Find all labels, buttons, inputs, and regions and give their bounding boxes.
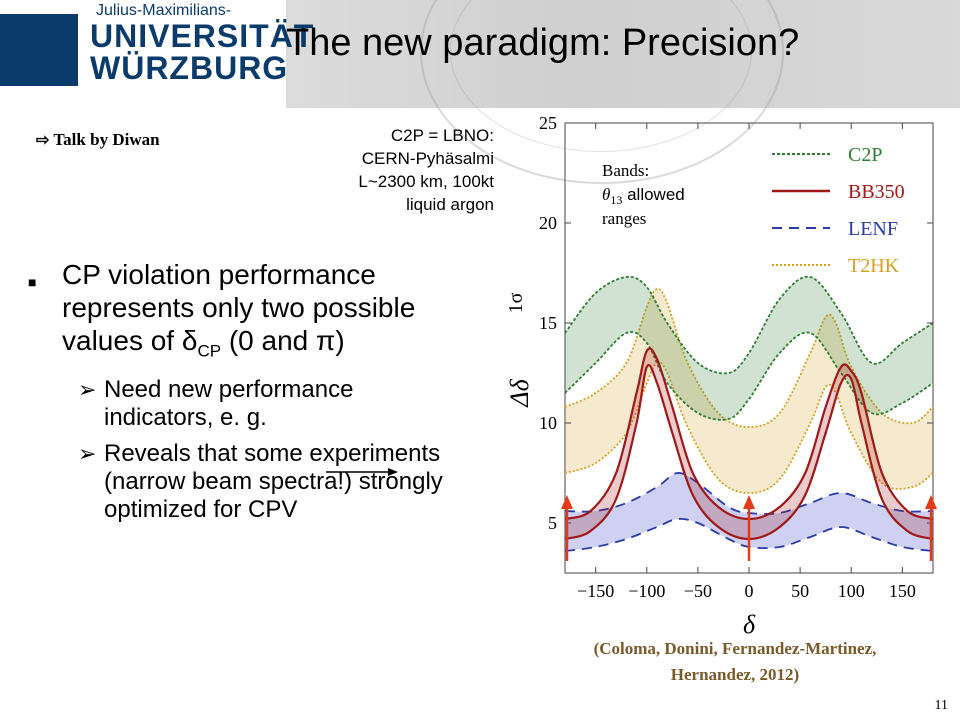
x-tick-label: −150 [577, 581, 614, 601]
series-lower-c2p [564, 331, 934, 421]
band-note-line-3: ranges [602, 209, 646, 228]
c2p-note-line-4: liquid argon [406, 195, 494, 214]
x-tick-label: 50 [791, 581, 809, 601]
marker-arrow-head [561, 495, 573, 509]
y-tick-label: 20 [539, 213, 557, 233]
marker-arrow-head [743, 495, 755, 509]
bullet-sub-2: ➢ Reveals that some experiments (narrow … [28, 440, 468, 524]
x-tick-label: −50 [684, 581, 712, 601]
bullet-main-text-b: (0 and π) [221, 325, 345, 356]
legend-label-bb350: BB350 [848, 181, 905, 203]
band-note-line-1: Bands: [602, 161, 649, 180]
bullet-sub-2-text: Reveals that some experiments (narrow be… [104, 439, 443, 523]
band-note-line-2: θ13 allowed [602, 185, 685, 207]
legend-label-t2hk: T2HK [848, 255, 900, 277]
citation: (Coloma, Donini, Fernandez-Martinez, Her… [540, 636, 930, 688]
citation-line-2: Hernandez, 2012) [670, 665, 800, 684]
university-logo: Julius-Maximilians- UNIVERSITÄT WÜRZBURG [0, 0, 313, 108]
y-tick-label: 5 [548, 513, 557, 533]
pointer-arrow-icon [326, 468, 398, 476]
y-tick-label: 15 [539, 313, 557, 333]
square-bullet-icon: ■ [28, 274, 37, 290]
logo-subtitle: Julius-Maximilians- [96, 2, 232, 19]
logo-name: UNIVERSITÄT WÜRZBURG [90, 20, 314, 84]
right-arrow-icon: ⇨ [36, 132, 50, 149]
legend-label-lenf: LENF [848, 218, 898, 240]
c2p-note-line-1: C2P = LBNO: [390, 126, 494, 145]
series-upper-t2hk [564, 288, 934, 428]
bullet-main-subscript: CP [197, 341, 222, 361]
talk-reference: ⇨ Talk by Diwan [36, 130, 160, 150]
page-number: 11 [934, 698, 948, 713]
slide-title: The new paradigm: Precision? [286, 22, 800, 64]
x-tick-label: 0 [745, 581, 754, 601]
y-tick-label: 25 [539, 113, 557, 133]
x-tick-label: 150 [889, 581, 916, 601]
arrowhead-bullet-icon: ➢ [78, 440, 97, 466]
band-c2p [565, 276, 933, 420]
citation-line-1: (Coloma, Donini, Fernandez-Martinez, [593, 639, 877, 658]
sigma-label: 1σ [505, 292, 527, 313]
band-note: Bands: θ13 allowed ranges [602, 161, 685, 228]
c2p-note: C2P = LBNO: CERN-Pyhäsalmi L~2300 km, 10… [274, 124, 494, 216]
c2p-note-line-2: CERN-Pyhäsalmi [361, 149, 494, 168]
y-axis-label: Δδ [505, 378, 534, 407]
x-axis-label: δ [743, 610, 756, 639]
bullet-main-text-a: CP violation performance represents only… [62, 259, 416, 356]
bullet-list: ■ CP violation performance represents on… [28, 258, 468, 524]
marker-arrow-head [925, 495, 937, 509]
c2p-note-line-3: L~2300 km, 100kt [358, 172, 494, 191]
talk-reference-text: Talk by Diwan [53, 130, 160, 149]
series-upper-lenf [564, 472, 934, 515]
delta-cp-precision-chart: −150 −100 −50 0 50 100 150 5 10 15 20 25 δ Δδ 1σ Bands:… [505, 113, 937, 639]
bullet-main: ■ CP violation performance represents on… [28, 258, 468, 368]
x-tick-label: −100 [628, 581, 665, 601]
logo-line-2: WÜRZBURG [90, 50, 289, 86]
legend-label-c2p: C2P [848, 144, 882, 166]
slide-header: Julius-Maximilians- UNIVERSITÄT WÜRZBURG… [0, 0, 960, 184]
bullet-sub-1: ➢ Need new performance indicators, e. g. [28, 376, 468, 432]
band-lenf [565, 472, 933, 551]
series-upper-c2p [564, 275, 934, 375]
arrowhead-bullet-icon: ➢ [78, 376, 97, 402]
logo-bar [0, 14, 78, 86]
logo-line-1: UNIVERSITÄT [90, 18, 315, 54]
bullet-sub-1-text: Need new performance indicators, e. g. [104, 375, 354, 431]
y-tick-label: 10 [539, 413, 557, 433]
x-tick-label: 100 [838, 581, 865, 601]
